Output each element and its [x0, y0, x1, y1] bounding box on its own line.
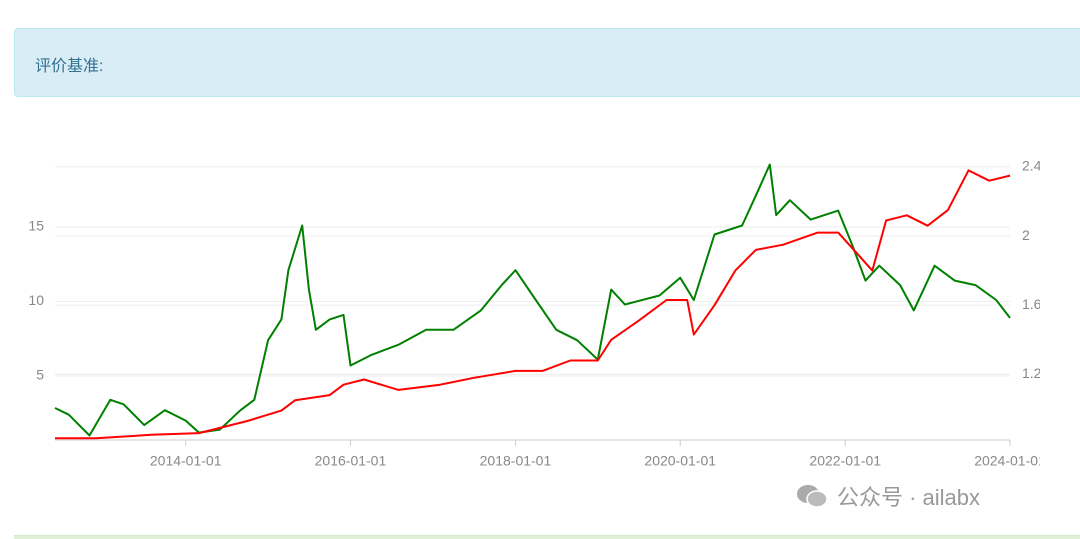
y2-tick-label: 1.6 — [1022, 296, 1040, 312]
wechat-icon — [797, 485, 828, 508]
y2-tick-label: 1.2 — [1022, 365, 1040, 381]
y-tick-label: 5 — [36, 367, 44, 383]
watermark-text: 公众号 · ailabx — [837, 485, 981, 510]
y2-tick-label: 2.4 — [1022, 158, 1040, 174]
next-panel-edge — [14, 535, 1080, 539]
panel-title: 评价基准: — [35, 58, 104, 75]
y-tick-label: 15 — [28, 218, 44, 234]
series-line — [55, 169, 1011, 440]
x-tick-label: 2022-01-01 — [809, 453, 881, 469]
y-tick-label: 10 — [28, 292, 44, 308]
x-tick-label: 2018-01-01 — [480, 453, 552, 469]
watermark: 公众号 · ailabx — [795, 480, 980, 512]
x-tick-label: 2020-01-01 — [644, 453, 716, 469]
y2-tick-label: 2 — [1022, 227, 1030, 243]
x-tick-label: 2014-01-01 — [150, 453, 222, 469]
benchmark-panel: 评价基准: — [14, 28, 1080, 97]
x-tick-label: 2024-01-01 — [974, 453, 1040, 469]
series-line — [54, 163, 1011, 437]
x-tick-label: 2016-01-01 — [315, 453, 387, 469]
chart: 5 10 15 1.2 1.6 2 2.4 2014-01-01 2016-01-01 2018-… — [28, 158, 1040, 469]
